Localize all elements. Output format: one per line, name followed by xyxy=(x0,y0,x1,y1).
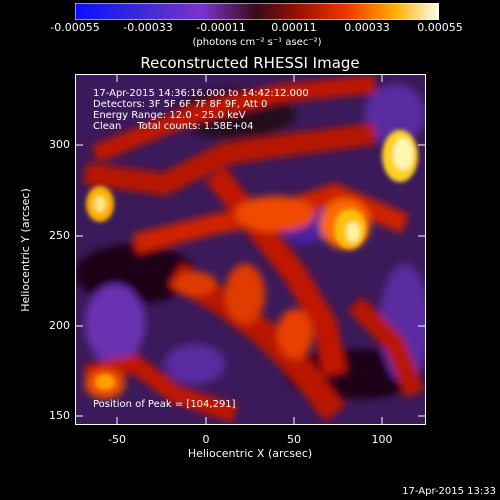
clean-counts-annotation: Clean Total counts: 1.58E+04 xyxy=(93,121,254,132)
x-tick: -50 xyxy=(108,433,126,446)
x-axis-label: Heliocentric X (arcsec) xyxy=(187,447,313,460)
time-range-annotation: 17-Apr-2015 14:36:16.000 to 14:42:12.000 xyxy=(93,88,309,99)
colorbar-tick: 0.00033 xyxy=(344,21,390,34)
y-tick: 200 xyxy=(49,319,70,332)
y-tick: 150 xyxy=(49,409,70,422)
x-tick: 100 xyxy=(371,433,393,446)
y-tick: 300 xyxy=(49,138,70,151)
colorbar-gradient xyxy=(75,3,439,20)
colorbar xyxy=(75,3,439,20)
colorbar-units-label: (photons cm⁻² s⁻¹ asec⁻²) xyxy=(192,37,322,48)
footer-timestamp: 17-Apr-2015 13:33 xyxy=(402,486,496,497)
x-tick: 50 xyxy=(287,433,301,446)
peak-position-annotation: Position of Peak = [104,291] xyxy=(93,399,236,410)
x-tick: 0 xyxy=(202,433,210,446)
y-axis-label: Heliocentric Y (arcsec) xyxy=(19,188,32,312)
colorbar-tick: -0.00055 xyxy=(50,21,100,34)
rhessi-image xyxy=(75,74,426,425)
colorbar-tick: -0.00011 xyxy=(196,21,246,34)
colorbar-tick: 0.00011 xyxy=(271,21,317,34)
detectors-annotation: Detectors: 3F 5F 6F 7F 8F 9F, Att 0 xyxy=(93,99,268,110)
colorbar-tick: -0.00033 xyxy=(123,21,173,34)
colorbar-tick: 0.00055 xyxy=(417,21,463,34)
rhessi-image-canvas xyxy=(75,74,426,425)
image-title: Reconstructed RHESSI Image xyxy=(140,54,360,72)
y-tick: 250 xyxy=(49,229,70,242)
energy-range-annotation: Energy Range: 12.0 - 25.0 keV xyxy=(93,110,246,121)
